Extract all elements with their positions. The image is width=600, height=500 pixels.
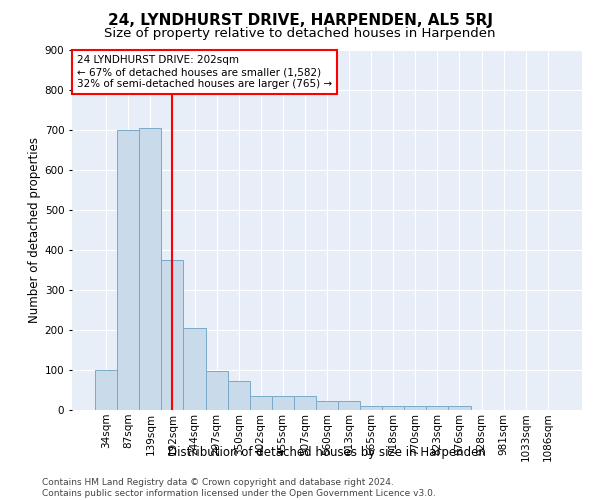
Bar — [404, 406, 427, 410]
Bar — [139, 128, 161, 410]
Bar — [427, 406, 448, 410]
Text: Size of property relative to detached houses in Harpenden: Size of property relative to detached ho… — [104, 28, 496, 40]
Bar — [227, 381, 250, 410]
Text: 24 LYNDHURST DRIVE: 202sqm
← 67% of detached houses are smaller (1,582)
32% of s: 24 LYNDHURST DRIVE: 202sqm ← 67% of deta… — [77, 56, 332, 88]
Bar — [360, 406, 382, 410]
Bar — [382, 406, 404, 410]
Text: 24, LYNDHURST DRIVE, HARPENDEN, AL5 5RJ: 24, LYNDHURST DRIVE, HARPENDEN, AL5 5RJ — [107, 12, 493, 28]
Bar — [448, 406, 470, 410]
Bar — [184, 328, 206, 410]
Text: Distribution of detached houses by size in Harpenden: Distribution of detached houses by size … — [168, 446, 486, 459]
Bar — [316, 401, 338, 410]
Bar — [117, 130, 139, 410]
Bar — [272, 396, 294, 410]
Text: Contains HM Land Registry data © Crown copyright and database right 2024.
Contai: Contains HM Land Registry data © Crown c… — [42, 478, 436, 498]
Bar — [95, 370, 117, 410]
Bar — [294, 396, 316, 410]
Bar — [338, 401, 360, 410]
Bar — [250, 396, 272, 410]
Bar — [206, 371, 227, 410]
Bar — [161, 260, 184, 410]
Y-axis label: Number of detached properties: Number of detached properties — [28, 137, 41, 323]
